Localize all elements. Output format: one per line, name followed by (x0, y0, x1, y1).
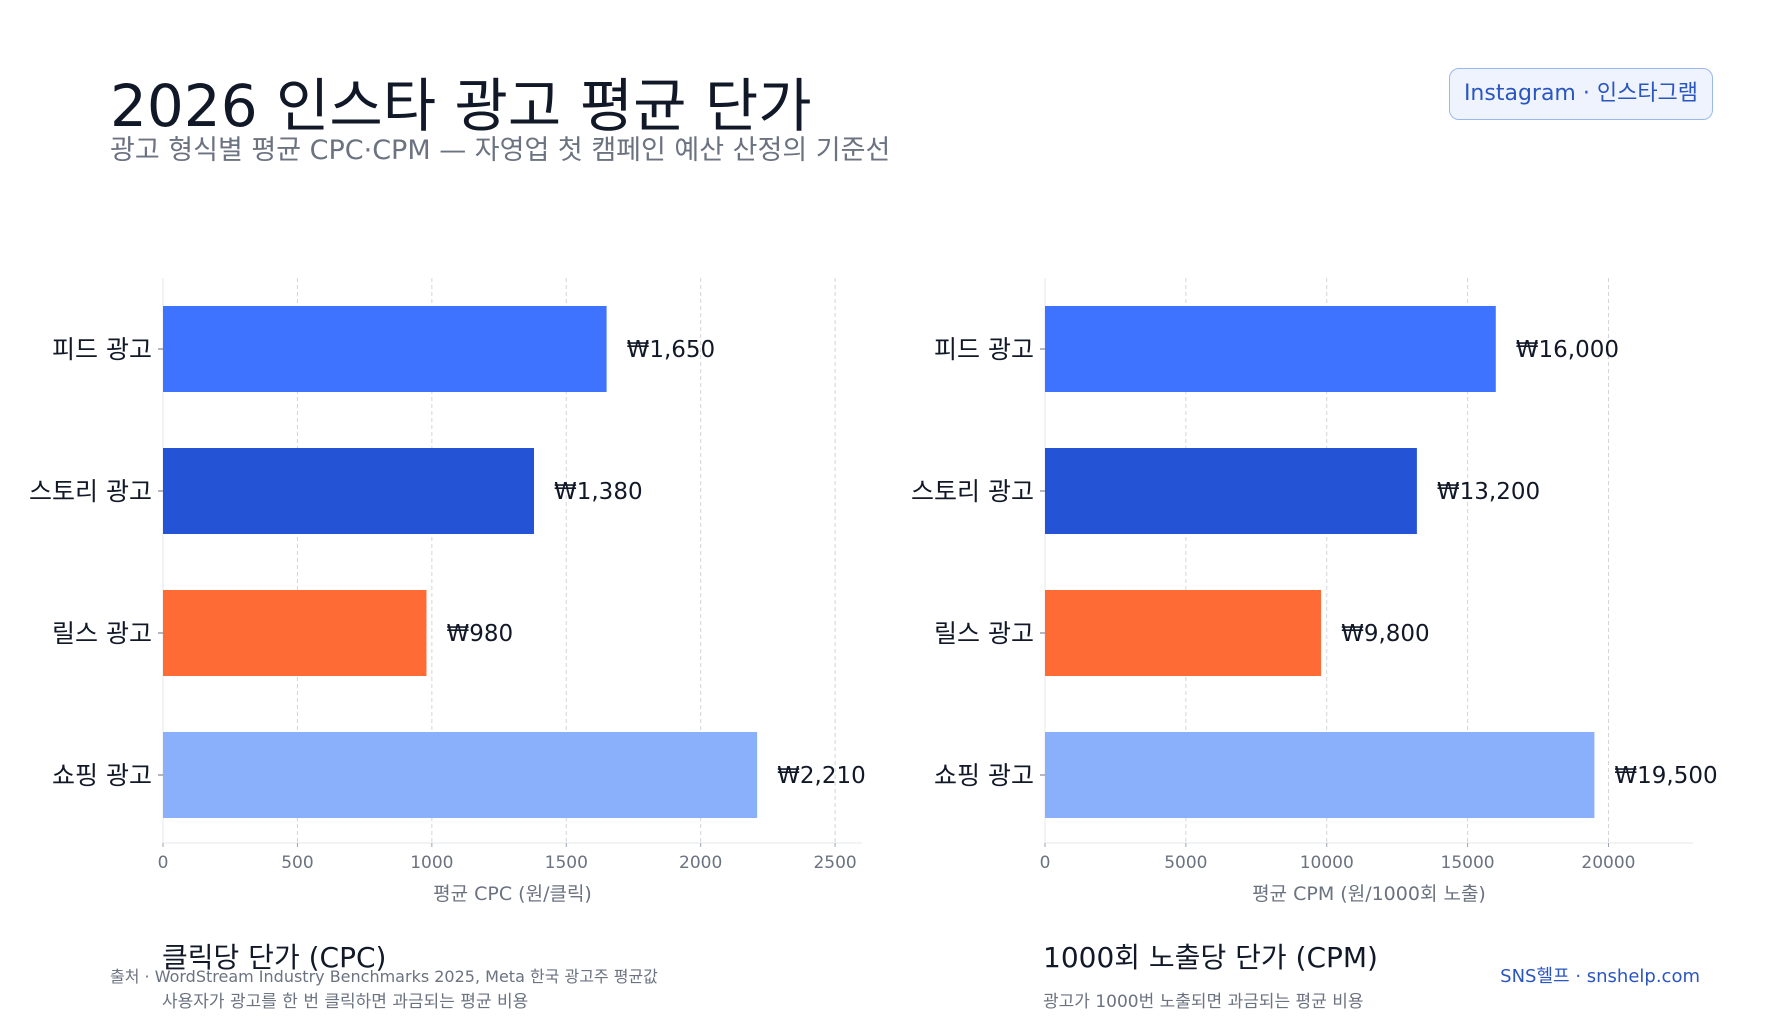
cpm-x-tick-label: 15000 (1441, 853, 1495, 873)
cpm-bar (1045, 306, 1496, 392)
cpc-value-label: ₩1,380 (554, 479, 643, 505)
cpm-category-label: 스토리 광고 (911, 477, 1034, 506)
cpm-category-label: 릴스 광고 (934, 619, 1034, 648)
cpm-bar (1045, 732, 1595, 818)
cpm-value-label: ₩13,200 (1437, 479, 1540, 505)
cpc-category-label: 쇼핑 광고 (52, 761, 152, 790)
cpc-chart-description: 사용자가 광고를 한 번 클릭하면 과금되는 평균 비용 (162, 992, 529, 1012)
cpm-value-label: ₩19,500 (1614, 763, 1717, 789)
cpm-x-tick-label: 0 (1040, 853, 1051, 873)
cpc-x-tick-label: 2500 (813, 853, 856, 873)
brand-link[interactable]: SNS헬프 · snshelp.com (1500, 966, 1700, 987)
cpc-value-label: ₩1,650 (627, 337, 716, 363)
cpm-category-label: 쇼핑 광고 (934, 761, 1034, 790)
page-title: 2026 인스타 광고 평균 단가 (110, 72, 812, 140)
cpm-bar (1045, 590, 1322, 676)
cpm-value-label: ₩16,000 (1516, 337, 1619, 363)
cpc-x-tick-label: 0 (158, 853, 169, 873)
cpm-chart-description: 광고가 1000번 노출되면 과금되는 평균 비용 (1043, 992, 1364, 1012)
cpc-category-label: 릴스 광고 (52, 619, 152, 648)
cpc-bar (163, 448, 535, 534)
cpm-chart-title: 1000회 노출당 단가 (CPM) (1043, 941, 1378, 974)
cpc-bar (163, 306, 607, 392)
source-note: 출처 · WordStream Industry Benchmarks 2025… (110, 967, 658, 986)
cpm-x-tick-label: 10000 (1300, 853, 1354, 873)
page-subtitle: 광고 형식별 평균 CPC·CPM — 자영업 첫 캠페인 예산 산정의 기준선 (110, 135, 891, 166)
cpc-bar (163, 732, 758, 818)
cpc-category-label: 피드 광고 (52, 335, 152, 364)
cpm-category-label: 피드 광고 (934, 335, 1034, 364)
cpm-value-label: ₩9,800 (1341, 621, 1430, 647)
platform-badge: Instagram · 인스타그램 (1449, 68, 1713, 120)
cpc-x-axis-label: 평균 CPC (원/클릭) (433, 883, 592, 905)
cpc-chart-title: 클릭당 단가 (CPC) (162, 941, 387, 974)
cpm-x-tick-label: 5000 (1164, 853, 1207, 873)
cpc-value-label: ₩2,210 (777, 763, 866, 789)
cpc-bar (163, 590, 427, 676)
cpc-x-tick-label: 2000 (679, 853, 722, 873)
cpc-x-tick-label: 1000 (410, 853, 453, 873)
cpc-x-tick-label: 1500 (545, 853, 588, 873)
cpc-x-tick-label: 500 (281, 853, 313, 873)
cpm-x-tick-label: 20000 (1581, 853, 1635, 873)
cpc-category-label: 스토리 광고 (29, 477, 152, 506)
cpm-x-axis-label: 평균 CPM (원/1000회 노출) (1252, 883, 1486, 905)
cpc-value-label: ₩980 (446, 621, 513, 647)
cpm-bar (1045, 448, 1417, 534)
